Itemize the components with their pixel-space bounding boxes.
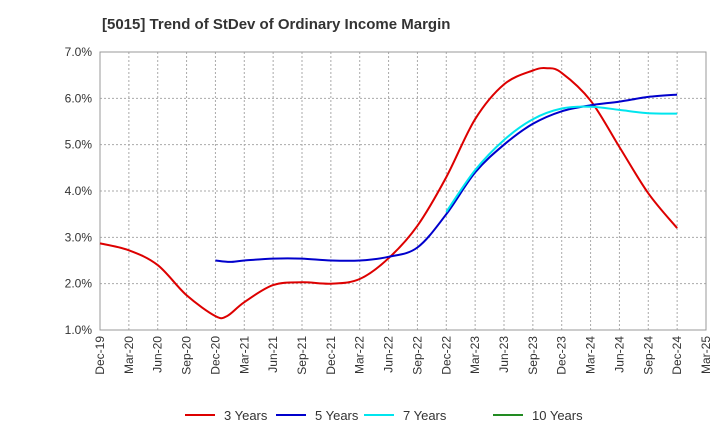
x-tick-label: Mar-21	[237, 336, 251, 374]
x-tick-label: Dec-19	[93, 336, 107, 375]
legend-label-7-years: 7 Years	[403, 408, 447, 423]
series-line-7-years	[445, 105, 678, 213]
x-tick-label: Sep-23	[526, 336, 540, 375]
y-tick-label: 7.0%	[65, 45, 93, 59]
series-line-3-years	[99, 67, 678, 320]
grid	[100, 52, 706, 330]
x-tick-label: Sep-20	[180, 336, 194, 375]
x-tick-label: Jun-23	[497, 336, 511, 373]
chart-title: [5015] Trend of StDev of Ordinary Income…	[102, 16, 450, 33]
x-tick-label: Mar-24	[584, 336, 598, 374]
y-axis: 1.0% 2.0% 3.0% 4.0% 5.0% 6.0% 7.0%	[65, 45, 93, 337]
x-tick-label: Mar-25	[699, 336, 713, 374]
y-tick-label: 2.0%	[65, 277, 93, 291]
x-tick-label: Sep-21	[295, 336, 309, 375]
y-tick-label: 4.0%	[65, 184, 93, 198]
legend: 3 Years 5 Years 7 Years 10 Years	[185, 408, 583, 423]
x-tick-label: Dec-20	[208, 336, 222, 375]
legend-label-5-years: 5 Years	[315, 408, 359, 423]
plot-frame	[99, 51, 707, 331]
x-tick-label: Jun-24	[612, 336, 626, 373]
x-tick-label: Mar-23	[468, 336, 482, 374]
x-tick-label: Jun-21	[266, 336, 280, 373]
legend-label-3-years: 3 Years	[224, 408, 268, 423]
y-tick-label: 3.0%	[65, 230, 93, 244]
x-tick-label: Sep-22	[410, 336, 424, 375]
y-tick-label: 6.0%	[65, 91, 93, 105]
legend-label-10-years: 10 Years	[532, 408, 583, 423]
x-tick-label: Sep-24	[641, 336, 655, 375]
series-line-5-years	[215, 93, 678, 263]
x-tick-label: Mar-22	[353, 336, 367, 374]
y-tick-label: 1.0%	[65, 323, 93, 337]
x-tick-label: Jun-22	[382, 336, 396, 373]
x-tick-label: Dec-23	[555, 336, 569, 375]
x-tick-label: Jun-20	[151, 336, 165, 373]
series-group	[99, 67, 678, 320]
x-tick-label: Dec-21	[324, 336, 338, 375]
y-tick-label: 5.0%	[65, 138, 93, 152]
x-axis: Dec-19 Mar-20 Jun-20 Sep-20 Dec-20 Mar-21 Jun-…	[93, 336, 713, 375]
x-tick-label: Dec-22	[439, 336, 453, 375]
x-tick-label: Dec-24	[670, 336, 684, 375]
x-tick-label: Mar-20	[122, 336, 136, 374]
